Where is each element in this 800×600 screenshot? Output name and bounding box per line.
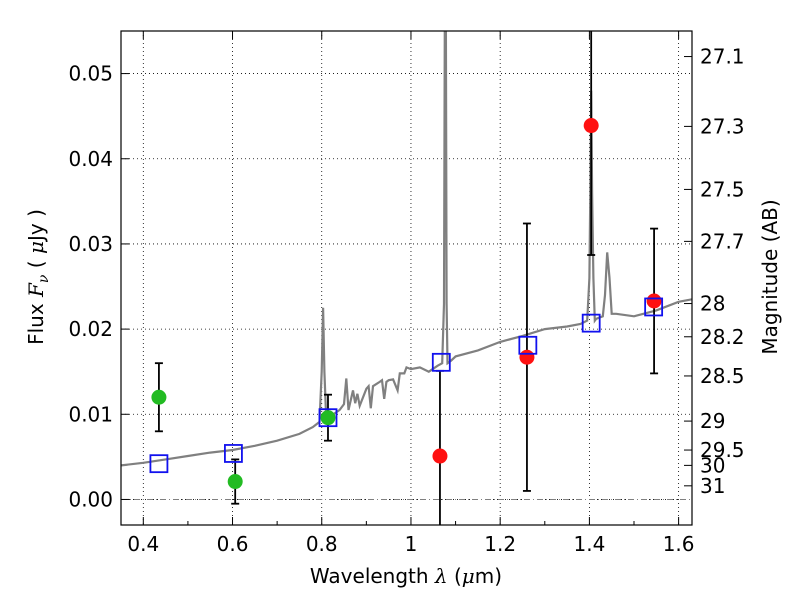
observed-flux-point bbox=[519, 349, 535, 365]
y2-tick-label: 28 bbox=[700, 292, 725, 316]
x-axis-title: Wavelength λ (μm) bbox=[310, 564, 502, 588]
model-photometry-square bbox=[431, 352, 451, 372]
data-points bbox=[149, 31, 664, 525]
y-tick-label: 0.05 bbox=[68, 62, 113, 86]
x-tick-label: 1.2 bbox=[484, 532, 516, 556]
y2-tick-label: 27.5 bbox=[700, 177, 745, 201]
y2-tick-label: 30 bbox=[700, 453, 725, 477]
observed-flux-point bbox=[432, 448, 448, 464]
x-tick-label: 0.8 bbox=[306, 532, 338, 556]
y2-tick-label: 28.2 bbox=[700, 325, 745, 349]
y2-tick-label: 29.5 bbox=[700, 438, 745, 462]
observed-flux-point bbox=[227, 474, 243, 490]
tick-labels: 0.4 0.6 0.8 1 1.2 1.4 1.6 0.00 0.01 0.02 0.03 0.04 0… bbox=[68, 45, 744, 556]
observed-flux-point bbox=[151, 389, 167, 405]
x-tick-label: 0.4 bbox=[127, 532, 159, 556]
model-spectrum bbox=[121, 31, 692, 467]
secondary-y-axis-title: Magnitude (AB) bbox=[758, 199, 782, 354]
model-photometry-square bbox=[518, 335, 538, 355]
grid-lines bbox=[121, 31, 692, 525]
x-tick-label: 0.6 bbox=[217, 532, 249, 556]
x-tick-label: 1.4 bbox=[573, 532, 605, 556]
observed-flux-point bbox=[646, 293, 662, 309]
model-photometry-square bbox=[581, 313, 601, 333]
model-photometry-square bbox=[149, 454, 169, 474]
y-tick-label: 0.03 bbox=[68, 232, 113, 256]
y-tick-label: 0.00 bbox=[68, 487, 113, 511]
y-tick-label: 0.02 bbox=[68, 317, 113, 341]
x-tick-label: 1.6 bbox=[663, 532, 695, 556]
model-photometry-square bbox=[224, 444, 243, 463]
model-photometry-square bbox=[644, 297, 664, 317]
plot-frame bbox=[120, 30, 693, 526]
y2-tick-label: 27.1 bbox=[700, 45, 745, 69]
y-axis-title: Flux Fν ( μJy ) bbox=[24, 209, 52, 345]
model-photometry-square bbox=[318, 408, 338, 428]
y2-tick-label: 31 bbox=[700, 474, 725, 498]
y2-tick-label: 28.5 bbox=[700, 364, 745, 388]
x-tick-label: 1 bbox=[405, 532, 418, 556]
y2-tick-label: 27.3 bbox=[700, 114, 745, 138]
model-spectrum-line bbox=[121, 31, 692, 467]
observed-flux-point bbox=[320, 410, 336, 426]
y-tick-label: 0.04 bbox=[68, 147, 113, 171]
axis-ticks bbox=[121, 31, 692, 525]
y-tick-label: 0.01 bbox=[68, 402, 113, 426]
y2-tick-label: 27.7 bbox=[700, 229, 745, 253]
observed-flux-point bbox=[583, 118, 599, 134]
y2-tick-label: 29 bbox=[700, 409, 725, 433]
